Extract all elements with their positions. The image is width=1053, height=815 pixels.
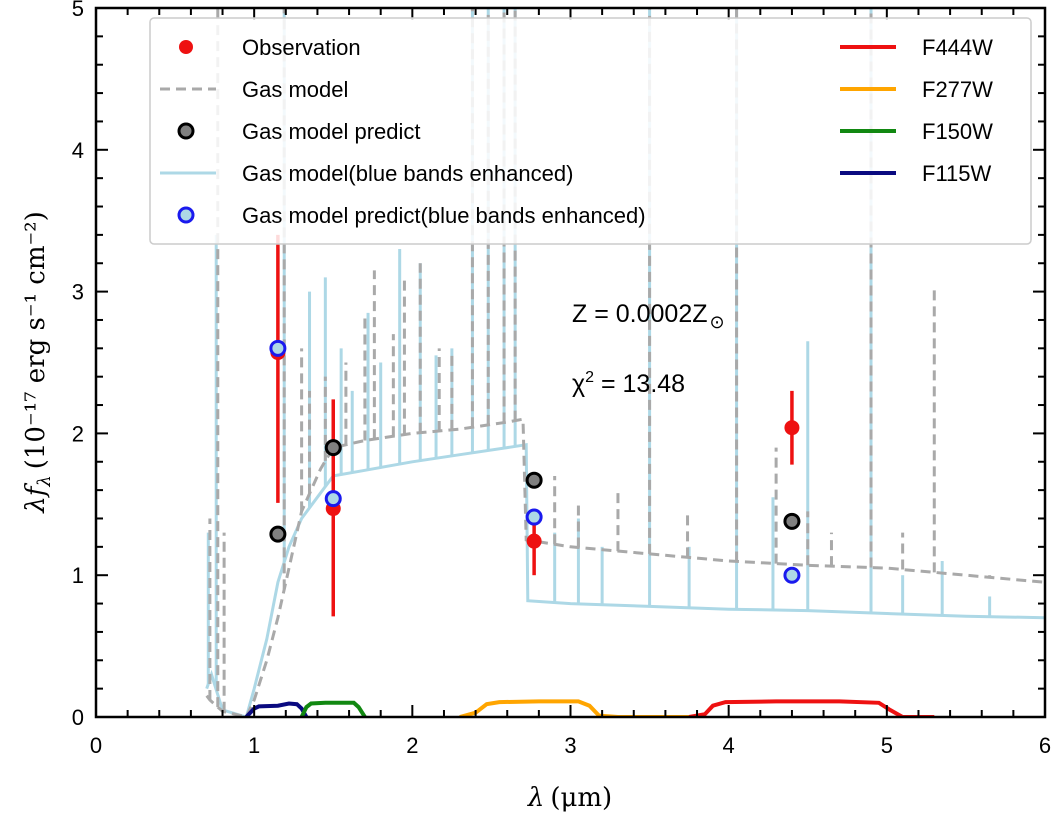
x-tick-label: 2 — [406, 733, 418, 758]
legend-box — [149, 17, 1032, 245]
gas-model-predict-point — [324, 439, 342, 457]
legend-marker-gas-model-predict-blue — [177, 206, 195, 224]
filter-curve-f115w — [244, 701, 309, 717]
y-tick-label: 2 — [72, 421, 84, 446]
legend-label-f115w: F115W — [922, 161, 992, 186]
y-tick-label: 5 — [72, 0, 84, 21]
legend-label-gas-model: Gas model — [242, 77, 348, 102]
gas-model-predict-point — [525, 471, 543, 489]
y-axis-label: λfλ(10⁻¹⁷ erg s⁻¹ cm⁻²) — [21, 211, 55, 514]
y-tick-label: 4 — [72, 138, 84, 163]
gas-model-predict-blue-point — [324, 490, 342, 508]
legend-label-gas-model-blue: Gas model(blue bands enhanced) — [242, 161, 573, 186]
gas-model-predict-blue-point — [525, 508, 543, 526]
legend-label-f444w: F444W — [922, 35, 993, 60]
observation-point — [784, 420, 800, 436]
gas-model-predict-point — [783, 512, 801, 530]
x-tick-label: 5 — [881, 733, 893, 758]
legend-label-f150w: F150W — [922, 119, 993, 144]
filter-curve-f150w — [299, 700, 367, 717]
legend-label-gas-model-predict: Gas model predict — [242, 119, 421, 144]
legend-marker-observation — [179, 40, 193, 54]
gas-model-predict-blue-point — [783, 566, 801, 584]
x-tick-label: 0 — [90, 733, 102, 758]
y-tick-label: 3 — [72, 280, 84, 305]
gas-model-predict-blue-point — [269, 339, 287, 357]
observation-point — [526, 533, 542, 549]
chi2-annotation: χ2 = 13.48 — [572, 369, 685, 398]
y-tick-label: 1 — [72, 563, 84, 588]
filter-curve-f444w — [688, 699, 935, 717]
axes: 0 1 2 3 4 5 6 0 1 2 3 4 5 — [72, 0, 1051, 758]
gas-model-blue-continuum — [205, 442, 1045, 717]
legend: Observation Gas model Gas model predict … — [149, 17, 1032, 245]
metallicity-annotation: Z = 0.0002Z ⊙ — [572, 300, 725, 332]
legend-marker-gas-model-predict — [177, 122, 195, 140]
y-tick-label: 0 — [72, 705, 84, 730]
x-tick-label: 6 — [1039, 733, 1051, 758]
x-tick-label: 3 — [564, 733, 576, 758]
legend-label-gas-model-predict-blue: Gas model predict(blue bands enhanced) — [242, 203, 646, 228]
x-axis-label: λ (μm) — [527, 783, 612, 813]
x-tick-label: 1 — [248, 733, 260, 758]
gas-model-continuum — [205, 417, 1045, 717]
filter-curve-f277w — [459, 699, 697, 717]
legend-label-observation: Observation — [242, 35, 361, 60]
x-tick-label: 4 — [723, 733, 735, 758]
legend-label-f277w: F277W — [922, 77, 993, 102]
gas-model-predict-point — [269, 525, 287, 543]
